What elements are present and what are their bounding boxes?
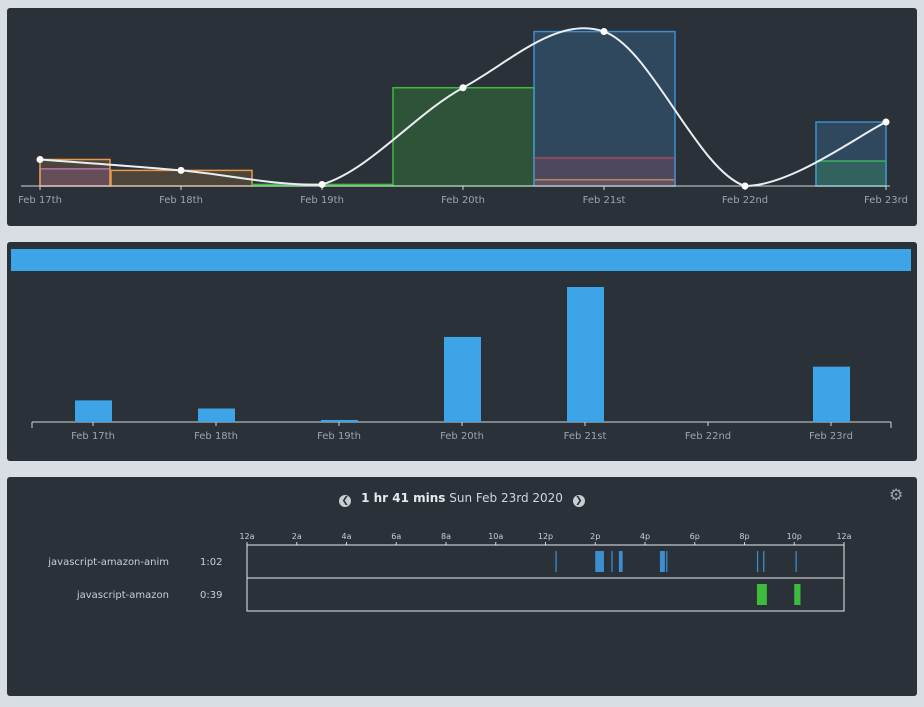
date-navigator: ❮ 1 hr 41 mins Sun Feb 23rd 2020 ❯ bbox=[7, 488, 917, 508]
trend-point bbox=[177, 166, 185, 174]
hour-label: 6p bbox=[690, 532, 700, 541]
activity-segment bbox=[611, 551, 613, 572]
chart-bar-blue bbox=[533, 30, 676, 187]
chart-bar bbox=[567, 287, 604, 422]
x-tick-label: Feb 23rd bbox=[809, 431, 853, 442]
activity-segment bbox=[555, 551, 557, 572]
hour-label: 2p bbox=[590, 532, 600, 541]
chart-bar bbox=[321, 419, 358, 422]
row-label: javascript-amazon bbox=[76, 590, 169, 601]
trend-point bbox=[882, 118, 890, 126]
trend-point bbox=[459, 84, 467, 92]
hour-label: 2a bbox=[292, 532, 302, 541]
timeline-panel: ❮ 1 hr 41 mins Sun Feb 23rd 2020 ❯ ⚙ 12a… bbox=[7, 477, 917, 696]
activity-segment bbox=[795, 551, 797, 572]
date-label: Sun Feb 23rd 2020 bbox=[449, 491, 563, 505]
next-day-button[interactable]: ❯ bbox=[572, 495, 585, 507]
x-tick-label: Feb 18th bbox=[194, 431, 238, 442]
timeline-row-frame bbox=[246, 544, 845, 579]
chart-header-bar bbox=[11, 249, 911, 271]
hour-label: 4a bbox=[342, 532, 352, 541]
trend-point bbox=[318, 180, 326, 188]
prev-day-button[interactable]: ❮ bbox=[339, 495, 352, 507]
timeline-row-frame bbox=[246, 577, 845, 612]
hour-label: 8a bbox=[441, 532, 451, 541]
trend-point bbox=[741, 182, 749, 190]
x-tick-label: Feb 23rd bbox=[864, 195, 908, 206]
row-time: 0:39 bbox=[200, 590, 222, 601]
daily-total-chart-panel: Feb 17th Feb 18th Feb 19th Feb 20th Feb 21st… bbox=[7, 242, 917, 461]
hour-label: 12a bbox=[239, 532, 254, 541]
x-tick-label: Feb 21st bbox=[564, 431, 607, 442]
stacked-chart: Feb 17th Feb 18th Feb 19th Feb 20th Feb 21st… bbox=[18, 27, 908, 206]
chart-bar bbox=[198, 408, 235, 422]
x-tick-label: Feb 19th bbox=[300, 195, 344, 206]
activity-segment bbox=[595, 551, 604, 572]
trend-point bbox=[600, 28, 608, 36]
x-tick-label: Feb 22nd bbox=[685, 431, 731, 442]
timeline-chart: 12a 2a 4a 6a 8a 10a 12p 2p 4p 6p 8p 10p 12a javascrip… bbox=[47, 532, 852, 612]
x-tick-label: Feb 18th bbox=[159, 195, 203, 206]
hour-label: 8p bbox=[739, 532, 749, 541]
x-tick-label: Feb 22nd bbox=[722, 195, 768, 206]
row-label: javascript-amazon-anim bbox=[47, 557, 169, 568]
bar-chart: Feb 17th Feb 18th Feb 19th Feb 20th Feb 21st… bbox=[31, 287, 892, 442]
gear-icon[interactable]: ⚙ bbox=[889, 485, 904, 504]
x-tick-label: Feb 19th bbox=[317, 431, 361, 442]
x-tick-label: Feb 21st bbox=[583, 195, 626, 206]
chart-bar bbox=[813, 366, 850, 422]
hour-label: 10p bbox=[787, 532, 802, 541]
chart-bar bbox=[444, 336, 481, 422]
activity-segment bbox=[763, 551, 765, 572]
chart-bar-green bbox=[392, 86, 535, 187]
x-tick-label: Feb 20th bbox=[441, 195, 485, 206]
trend-point bbox=[36, 155, 44, 163]
chart-bar-blue bbox=[815, 121, 887, 187]
activity-segment bbox=[756, 584, 767, 605]
daily-breakdown-chart-panel: Feb 17th Feb 18th Feb 19th Feb 20th Feb 21st… bbox=[7, 8, 917, 226]
activity-segment bbox=[794, 584, 801, 605]
hour-label: 4p bbox=[640, 532, 650, 541]
hour-label: 12p bbox=[538, 532, 553, 541]
chart-bar bbox=[75, 400, 112, 422]
activity-segment bbox=[659, 551, 665, 572]
activity-segment bbox=[756, 551, 759, 572]
x-tick-label: Feb 17th bbox=[71, 431, 115, 442]
row-time: 1:02 bbox=[200, 557, 222, 568]
x-tick-label: Feb 17th bbox=[18, 195, 62, 206]
chart-bar-green bbox=[815, 160, 887, 187]
activity-segment bbox=[618, 551, 623, 572]
activity-segment bbox=[666, 551, 668, 572]
hour-label: 6a bbox=[391, 532, 401, 541]
duration-label: 1 hr 41 mins bbox=[361, 491, 446, 505]
x-tick-label: Feb 20th bbox=[440, 431, 484, 442]
hour-label: 12a bbox=[836, 532, 851, 541]
hour-label: 10a bbox=[488, 532, 503, 541]
